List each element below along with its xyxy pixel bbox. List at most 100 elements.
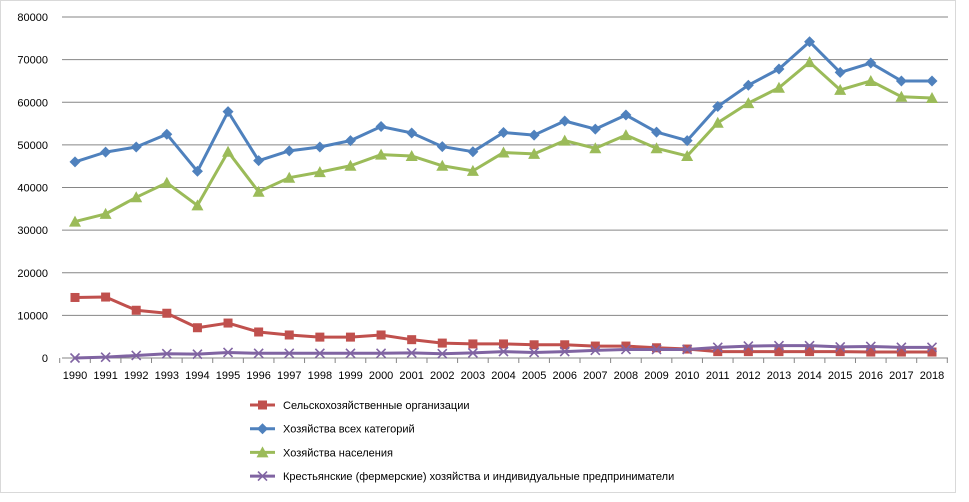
x-tick-label: 1994: [185, 370, 209, 382]
data-point: [222, 106, 234, 118]
x-tick-label: 2015: [828, 370, 852, 382]
x-tick-label: 2005: [522, 370, 546, 382]
y-tick-label: 20000: [17, 268, 48, 280]
data-point: [161, 348, 172, 359]
y-axis: 0 10000 20000 30000 40000 50000 60000 70000 8000…: [17, 12, 48, 365]
data-point: [742, 97, 755, 109]
data-point: [192, 349, 203, 360]
data-point: [803, 56, 816, 68]
data-point: [467, 146, 479, 158]
data-point: [130, 141, 142, 153]
data-point: [865, 341, 876, 352]
data-point-stroke: [712, 342, 723, 353]
data-point: [376, 348, 387, 359]
data-point: [375, 121, 387, 133]
data-point-stroke: [651, 344, 662, 355]
data-point: [529, 340, 539, 350]
data-point: [864, 74, 877, 86]
x-tick-label: 2017: [889, 370, 913, 382]
data-point: [222, 347, 234, 358]
data-point: [805, 347, 815, 357]
x-tick-label: 2012: [736, 370, 760, 382]
x-tick-label: 1993: [155, 370, 179, 382]
data-point: [713, 347, 723, 357]
data-point: [590, 345, 601, 356]
data-point: [589, 142, 602, 154]
data-point: [589, 123, 601, 135]
data-point: [375, 148, 388, 160]
data-point-stroke: [529, 347, 540, 358]
series-4: [69, 340, 938, 364]
data-point: [100, 352, 111, 363]
data-point: [314, 348, 325, 359]
x-tick-label: 2008: [614, 370, 638, 382]
data-point: [345, 348, 356, 359]
data-point-stroke: [437, 348, 448, 359]
data-point-stroke: [804, 340, 815, 351]
x-tick-label: 2004: [491, 370, 515, 382]
data-point: [834, 66, 846, 78]
data-point: [253, 155, 265, 167]
data-point: [160, 176, 173, 188]
legend-marker: [258, 400, 267, 410]
data-point: [101, 292, 111, 302]
data-point-stroke: [69, 352, 81, 364]
data-point: [344, 159, 357, 171]
data-point: [896, 342, 907, 353]
x-axis: 1990 1991 1992 1993 1994 1995 1996 1997 1998 1999…: [59, 357, 948, 382]
data-point-stroke: [100, 352, 111, 363]
data-point: [804, 340, 815, 351]
data-point: [468, 339, 478, 349]
x-tick-label: 1995: [216, 370, 240, 382]
data-point: [405, 149, 418, 161]
data-point: [192, 323, 202, 333]
x-tick-label: 2000: [369, 370, 393, 382]
data-point: [284, 348, 295, 359]
legend-label: Хозяйства населения: [283, 447, 393, 459]
data-point: [344, 135, 356, 147]
data-point-stroke: [773, 340, 785, 351]
x-tick-label: 2006: [552, 370, 576, 382]
data-point-stroke: [498, 346, 509, 357]
data-point: [712, 101, 724, 113]
data-point-stroke: [345, 348, 356, 359]
data-point-stroke: [896, 342, 907, 353]
data-point: [191, 165, 203, 177]
data-point-stroke: [620, 344, 631, 355]
data-point-stroke: [590, 345, 601, 356]
data-point: [865, 57, 877, 69]
data-point: [773, 63, 785, 75]
data-point: [313, 166, 326, 178]
legend-label: Сельскохозяйственные организации: [283, 400, 470, 412]
data-point: [252, 185, 265, 197]
legend-entry: Сельскохозяйственные организации: [250, 400, 470, 412]
data-point: [804, 36, 816, 48]
x-tick-label: 2009: [644, 370, 668, 382]
x-tick-label: 2013: [767, 370, 791, 382]
data-point-stroke: [314, 348, 325, 359]
legend-label: Крестьянские (фермерские) хозяйства и ин…: [283, 471, 674, 483]
legend-entry: Крестьянские (фермерские) хозяйства и ин…: [250, 471, 674, 483]
data-point-stroke: [926, 342, 938, 353]
data-point: [743, 340, 754, 352]
data-point-stroke: [284, 348, 295, 359]
data-point: [558, 134, 571, 146]
data-point: [345, 332, 355, 342]
data-point: [406, 347, 417, 358]
data-point: [130, 191, 143, 203]
data-point: [559, 346, 570, 357]
data-point: [621, 341, 631, 351]
series-3: [69, 56, 938, 227]
data-point: [652, 343, 662, 353]
data-point: [834, 83, 847, 95]
data-point: [619, 129, 632, 141]
data-point: [69, 215, 81, 227]
data-point-stroke: [253, 348, 264, 359]
x-tick-label: 1991: [93, 370, 117, 382]
series-1: [70, 292, 937, 357]
data-point: [927, 347, 937, 357]
data-point: [223, 318, 233, 328]
data-point: [835, 347, 845, 357]
data-point: [620, 109, 632, 121]
data-point: [560, 340, 570, 350]
